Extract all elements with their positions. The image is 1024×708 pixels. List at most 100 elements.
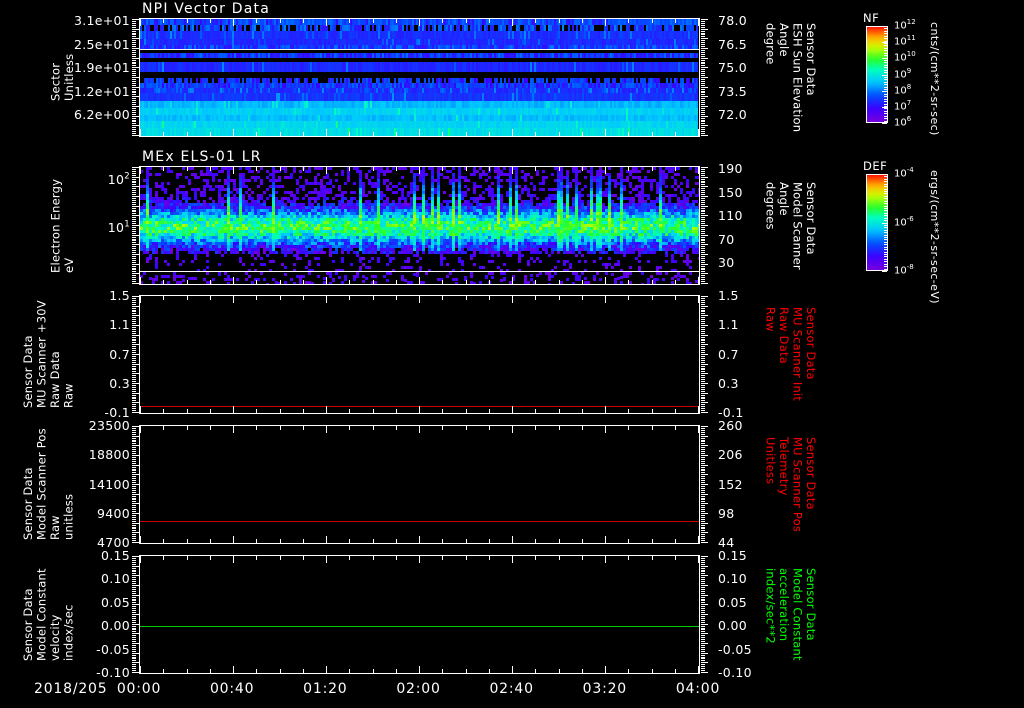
left-axis-title-lines: Electron Energy eV bbox=[48, 178, 76, 272]
right-minor-tick bbox=[701, 302, 705, 303]
right-minor-tick bbox=[701, 252, 705, 253]
right-minor-tick bbox=[701, 438, 705, 439]
right-minor-tick bbox=[701, 432, 705, 433]
x-tick bbox=[628, 409, 629, 413]
right-minor-tick bbox=[701, 410, 705, 411]
left-minor-tick bbox=[132, 325, 139, 326]
time-axis-tick-label: 01:20 bbox=[303, 681, 348, 697]
x-tick bbox=[512, 406, 513, 413]
left-minor-tick bbox=[132, 651, 136, 652]
right-minor-tick bbox=[701, 269, 705, 270]
left-minor-tick bbox=[132, 116, 139, 117]
right-tick-label: 110 bbox=[718, 207, 743, 223]
colorbar-minor-tick bbox=[884, 104, 887, 105]
left-minor-tick bbox=[132, 108, 136, 109]
right-minor-tick bbox=[701, 123, 705, 124]
left-minor-tick bbox=[132, 354, 139, 355]
left-minor-tick bbox=[132, 600, 136, 601]
left-minor-tick bbox=[132, 480, 136, 481]
right-minor-tick bbox=[701, 647, 705, 648]
left-minor-tick bbox=[132, 25, 136, 26]
right-minor-tick bbox=[701, 666, 705, 667]
left-minor-tick bbox=[132, 304, 136, 305]
right-minor-tick bbox=[701, 296, 708, 297]
x-tick bbox=[233, 666, 234, 673]
right-minor-tick bbox=[701, 492, 705, 493]
x-tick bbox=[698, 296, 699, 303]
left-minor-tick bbox=[132, 662, 139, 663]
right-minor-tick bbox=[701, 649, 705, 650]
right-minor-tick bbox=[701, 593, 705, 594]
x-tick bbox=[652, 19, 653, 23]
right-minor-tick bbox=[701, 235, 708, 236]
right-minor-tick bbox=[701, 94, 705, 95]
right-minor-tick bbox=[701, 562, 705, 563]
left-minor-tick bbox=[132, 182, 136, 183]
left-minor-tick bbox=[132, 672, 139, 673]
colorbar-minor-tick bbox=[884, 206, 887, 207]
left-minor-tick bbox=[132, 120, 136, 121]
axis-title-line: Raw Data bbox=[48, 351, 62, 409]
x-tick bbox=[163, 132, 164, 136]
left-minor-tick bbox=[132, 210, 136, 211]
right-minor-tick bbox=[701, 323, 705, 324]
right-minor-tick bbox=[701, 208, 705, 209]
right-tick-label: 78.0 bbox=[718, 13, 748, 29]
right-minor-tick bbox=[701, 528, 705, 529]
colorbar-minor-tick bbox=[884, 193, 887, 194]
right-minor-tick bbox=[701, 472, 705, 473]
right-minor-tick bbox=[701, 258, 705, 259]
x-tick bbox=[210, 19, 211, 23]
colorbar-minor-tick bbox=[884, 237, 887, 238]
right-minor-tick bbox=[701, 488, 705, 489]
colorbar-tick-mark bbox=[882, 42, 887, 43]
x-tick bbox=[582, 409, 583, 413]
x-tick bbox=[303, 167, 304, 171]
x-tick bbox=[396, 296, 397, 300]
x-tick bbox=[489, 669, 490, 673]
right-minor-tick bbox=[701, 595, 708, 596]
right-minor-tick bbox=[701, 36, 705, 37]
right-minor-tick bbox=[701, 50, 705, 51]
left-minor-tick bbox=[132, 618, 136, 619]
axis-title-line: MU Scanner Init bbox=[790, 307, 805, 402]
left-minor-tick bbox=[132, 400, 136, 401]
left-minor-tick bbox=[132, 461, 136, 462]
colorbar-minor-tick bbox=[884, 218, 887, 219]
left-minor-tick bbox=[132, 225, 139, 226]
x-tick bbox=[187, 556, 188, 560]
left-minor-tick bbox=[132, 339, 136, 340]
right-minor-tick bbox=[701, 600, 705, 601]
right-minor-tick bbox=[701, 198, 705, 199]
right-minor-tick bbox=[701, 337, 705, 338]
left-minor-tick bbox=[132, 315, 139, 316]
left-minor-tick bbox=[132, 494, 139, 495]
right-minor-tick bbox=[701, 313, 705, 314]
left-minor-tick bbox=[132, 581, 136, 582]
colorbar-minor-tick bbox=[884, 99, 887, 100]
left-minor-tick bbox=[132, 499, 136, 500]
left-minor-tick bbox=[132, 385, 136, 386]
x-tick bbox=[605, 406, 606, 413]
left-axis-title-model-constant-velocity: Sensor Data Model Constant velocity index/s… bbox=[21, 557, 77, 672]
x-tick bbox=[675, 669, 676, 673]
right-minor-tick bbox=[701, 366, 705, 367]
x-tick bbox=[512, 129, 513, 136]
right-minor-tick bbox=[701, 566, 708, 567]
right-minor-tick bbox=[701, 167, 708, 168]
left-minor-tick bbox=[132, 515, 136, 516]
right-minor-tick bbox=[701, 317, 705, 318]
x-tick bbox=[373, 296, 374, 300]
left-minor-tick bbox=[132, 319, 136, 320]
x-tick bbox=[559, 296, 560, 300]
left-tick-label: -0.1 bbox=[104, 404, 130, 420]
axis-title-line: Raw Data bbox=[777, 307, 791, 365]
left-minor-tick bbox=[132, 85, 136, 86]
x-tick bbox=[163, 669, 164, 673]
axis-title-line: Sensor Data bbox=[804, 568, 819, 641]
left-minor-tick bbox=[132, 476, 136, 477]
x-tick bbox=[140, 129, 141, 136]
left-minor-tick bbox=[132, 29, 139, 30]
colorbar-minor-tick bbox=[884, 186, 887, 187]
right-minor-tick bbox=[701, 577, 705, 578]
